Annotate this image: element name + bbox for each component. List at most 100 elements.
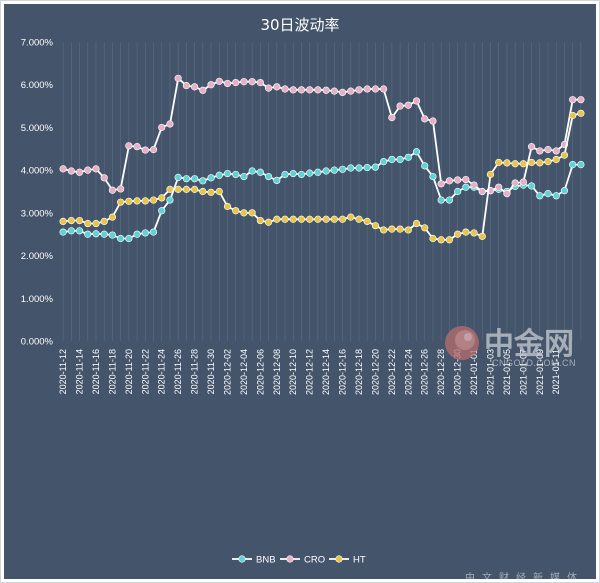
watermark-domain: CNGOLD.COM.CN bbox=[492, 358, 576, 368]
data-point bbox=[380, 226, 388, 234]
data-point bbox=[117, 185, 125, 193]
data-point bbox=[75, 168, 84, 176]
data-point bbox=[306, 86, 314, 94]
data-point bbox=[577, 96, 585, 104]
data-point bbox=[108, 186, 117, 194]
y-tick-label: 2.000% bbox=[21, 251, 54, 262]
data-point bbox=[240, 78, 248, 86]
data-point bbox=[182, 185, 190, 193]
data-point bbox=[322, 86, 330, 94]
y-tick-label: 7.000% bbox=[21, 38, 54, 49]
data-point bbox=[363, 163, 371, 172]
series-line bbox=[62, 150, 581, 240]
data-point bbox=[191, 185, 199, 193]
data-point bbox=[75, 227, 84, 235]
data-point bbox=[388, 155, 396, 164]
legend-item-ht: HT bbox=[329, 555, 366, 566]
x-tick-label: 2020-11-12 bbox=[58, 349, 68, 394]
data-point bbox=[552, 147, 560, 155]
x-tick-label: 2020-12-06 bbox=[255, 349, 265, 395]
data-point bbox=[67, 216, 75, 225]
x-tick-label: 2021-01-05 bbox=[502, 349, 512, 395]
data-point bbox=[149, 196, 158, 204]
legend-label: HT bbox=[353, 555, 366, 566]
data-point bbox=[388, 114, 396, 122]
data-point bbox=[232, 170, 240, 179]
data-point bbox=[421, 115, 429, 123]
data-point bbox=[223, 169, 232, 178]
watermark-tagline: 中文财经新媒体 bbox=[465, 571, 584, 579]
data-point bbox=[59, 217, 67, 225]
data-point bbox=[264, 172, 273, 181]
data-point bbox=[67, 227, 75, 235]
data-point bbox=[511, 160, 519, 168]
data-point bbox=[380, 158, 388, 166]
data-point bbox=[330, 215, 338, 223]
x-tick-label: 2020-11-28 bbox=[190, 349, 200, 394]
x-tick-label: 2020-11-14 bbox=[75, 349, 85, 394]
data-point bbox=[544, 158, 552, 166]
data-point bbox=[429, 234, 437, 243]
y-axis: 0.000% 1.000% 2.000% 3.000% 4.000% 5.000% 6.00… bbox=[21, 38, 54, 348]
data-point bbox=[67, 167, 75, 175]
data-point bbox=[207, 174, 215, 182]
x-tick-label: 2021-01-09 bbox=[535, 349, 545, 395]
data-point bbox=[182, 175, 190, 183]
data-point bbox=[478, 187, 486, 196]
y-tick-label: 4.000% bbox=[21, 166, 54, 177]
data-point bbox=[363, 85, 371, 93]
x-tick-label: 2021-01-07 bbox=[518, 349, 528, 395]
x-tick-label: 2020-12-02 bbox=[222, 349, 232, 395]
data-point bbox=[297, 170, 306, 179]
data-point bbox=[338, 215, 347, 223]
data-point bbox=[256, 78, 264, 87]
data-point bbox=[437, 236, 445, 244]
data-point bbox=[75, 216, 84, 225]
data-point bbox=[306, 169, 314, 177]
data-point bbox=[355, 215, 363, 223]
data-point bbox=[166, 196, 174, 204]
data-point bbox=[519, 178, 527, 186]
data-point bbox=[59, 228, 67, 236]
data-point bbox=[569, 160, 577, 169]
data-point bbox=[454, 176, 462, 184]
data-point bbox=[215, 187, 223, 196]
data-point bbox=[240, 172, 248, 181]
data-point bbox=[503, 190, 511, 198]
data-point bbox=[412, 97, 421, 105]
data-point bbox=[199, 177, 207, 185]
data-point bbox=[314, 215, 322, 223]
data-point bbox=[199, 187, 207, 196]
series-bnb bbox=[59, 148, 585, 243]
data-point bbox=[133, 143, 141, 151]
data-point bbox=[125, 142, 133, 150]
data-point bbox=[281, 215, 289, 223]
legend-marker bbox=[286, 555, 294, 563]
data-point bbox=[256, 216, 264, 225]
x-tick-label: 2020-12-30 bbox=[453, 349, 463, 395]
data-point bbox=[149, 146, 158, 154]
data-point bbox=[454, 187, 462, 196]
chart-panel: 30日波动率 0.000% 1.000% 2.000% 3.000% 4.000% 5.0… bbox=[4, 4, 596, 579]
x-tick-label: 2020-12-04 bbox=[239, 349, 249, 395]
y-tick-label: 3.000% bbox=[21, 208, 54, 219]
data-point bbox=[273, 83, 281, 91]
data-point bbox=[289, 86, 297, 94]
data-point bbox=[240, 209, 248, 217]
x-tick-label: 2020-12-28 bbox=[436, 349, 446, 395]
data-point bbox=[207, 188, 215, 196]
data-point bbox=[141, 197, 149, 205]
data-point bbox=[552, 192, 560, 200]
data-point bbox=[462, 175, 470, 184]
data-point bbox=[166, 185, 174, 193]
legend-label: BNB bbox=[256, 555, 276, 566]
data-point bbox=[92, 165, 100, 173]
series-line bbox=[62, 76, 581, 195]
data-point bbox=[306, 215, 314, 223]
legend-marker bbox=[238, 555, 246, 563]
data-point bbox=[289, 169, 297, 178]
data-point bbox=[404, 226, 412, 234]
data-point bbox=[355, 86, 363, 94]
data-point bbox=[297, 215, 306, 223]
data-point bbox=[330, 166, 338, 174]
